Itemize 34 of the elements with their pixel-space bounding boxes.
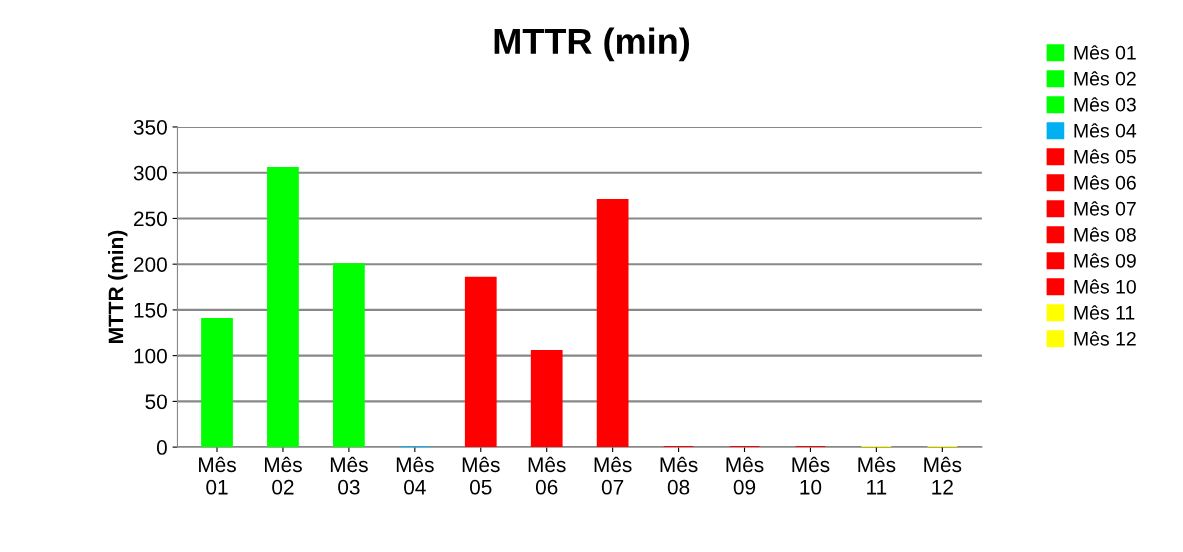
legend-label: Mês 03 <box>1074 97 1136 112</box>
x-tick-label: Mês 01 <box>199 456 236 495</box>
x-tick-label: Mês 03 <box>330 456 368 495</box>
legend-label: Mês 01 <box>1074 45 1136 60</box>
y-tick-label: 50 <box>145 394 167 410</box>
legend-label: Mês 09 <box>1074 253 1136 268</box>
legend-label: Mês 10 <box>1074 279 1136 294</box>
x-tick-label: Mês 04 <box>396 456 434 495</box>
x-tick-label: Mês 09 <box>726 456 764 495</box>
chart-title: MTTR (min) <box>494 27 689 62</box>
y-tick-label: 100 <box>134 348 167 364</box>
legend-label: Mês 08 <box>1074 227 1136 242</box>
legend-label: Mês 11 <box>1074 305 1135 320</box>
y-tick-label: 150 <box>134 302 167 318</box>
legend-label: Mês 05 <box>1074 149 1136 164</box>
legend-label: Mês 12 <box>1074 331 1136 346</box>
y-tick-label: 200 <box>134 257 167 272</box>
x-tick-label: Mês 07 <box>594 456 632 495</box>
legend-label: Mês 07 <box>1074 201 1136 216</box>
x-tick-label: Mês 06 <box>528 456 566 495</box>
y-tick-label: 250 <box>134 211 167 227</box>
legend-label: Mês 04 <box>1074 123 1137 138</box>
x-tick-label: Mês 12 <box>924 456 962 495</box>
x-tick-label: Mês 05 <box>462 456 500 495</box>
x-tick-label: Mês 11 <box>858 456 896 495</box>
y-tick-label: 300 <box>133 165 167 181</box>
x-tick-label: Mês 02 <box>264 456 302 495</box>
legend-label: Mês 02 <box>1074 71 1136 86</box>
y-tick-label: 350 <box>133 119 167 135</box>
y-tick-label: 0 <box>156 440 167 455</box>
legend-label: Mês 06 <box>1074 175 1136 190</box>
x-tick-label: Mês 10 <box>792 456 830 495</box>
y-axis-title: MTTR (min) <box>108 230 128 343</box>
x-tick-label: Mês 08 <box>660 456 698 495</box>
